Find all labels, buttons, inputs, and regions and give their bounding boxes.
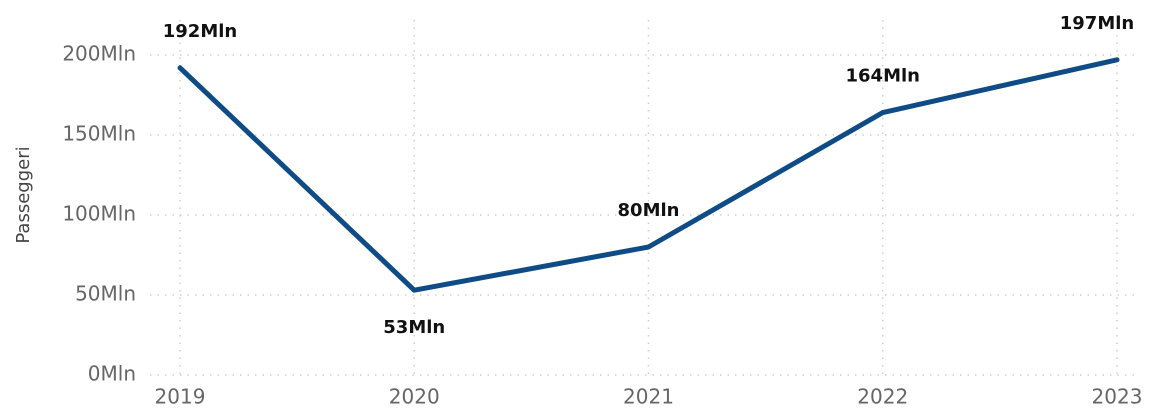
x-tick-label: 2019 <box>155 385 206 409</box>
y-tick-label: 150Mln <box>62 122 136 146</box>
y-tick-label: 0Mln <box>88 362 136 386</box>
y-tick-label: 50Mln <box>75 282 136 306</box>
data-label: 192Mln <box>163 21 237 42</box>
x-tick-label: 2022 <box>857 385 908 409</box>
x-tick-label: 2020 <box>389 385 440 409</box>
data-label: 80Mln <box>618 200 680 221</box>
y-tick-label: 200Mln <box>62 42 136 66</box>
line <box>177 57 1120 293</box>
y-tick-label: 100Mln <box>62 202 136 226</box>
x-tick-label: 2021 <box>623 385 674 409</box>
x-tick-label: 2023 <box>1092 385 1143 409</box>
data-label: 53Mln <box>383 317 445 338</box>
data-label: 164Mln <box>846 66 920 87</box>
y-axis-title: Passeggeri <box>13 146 34 243</box>
data-label: 197Mln <box>1060 13 1134 34</box>
